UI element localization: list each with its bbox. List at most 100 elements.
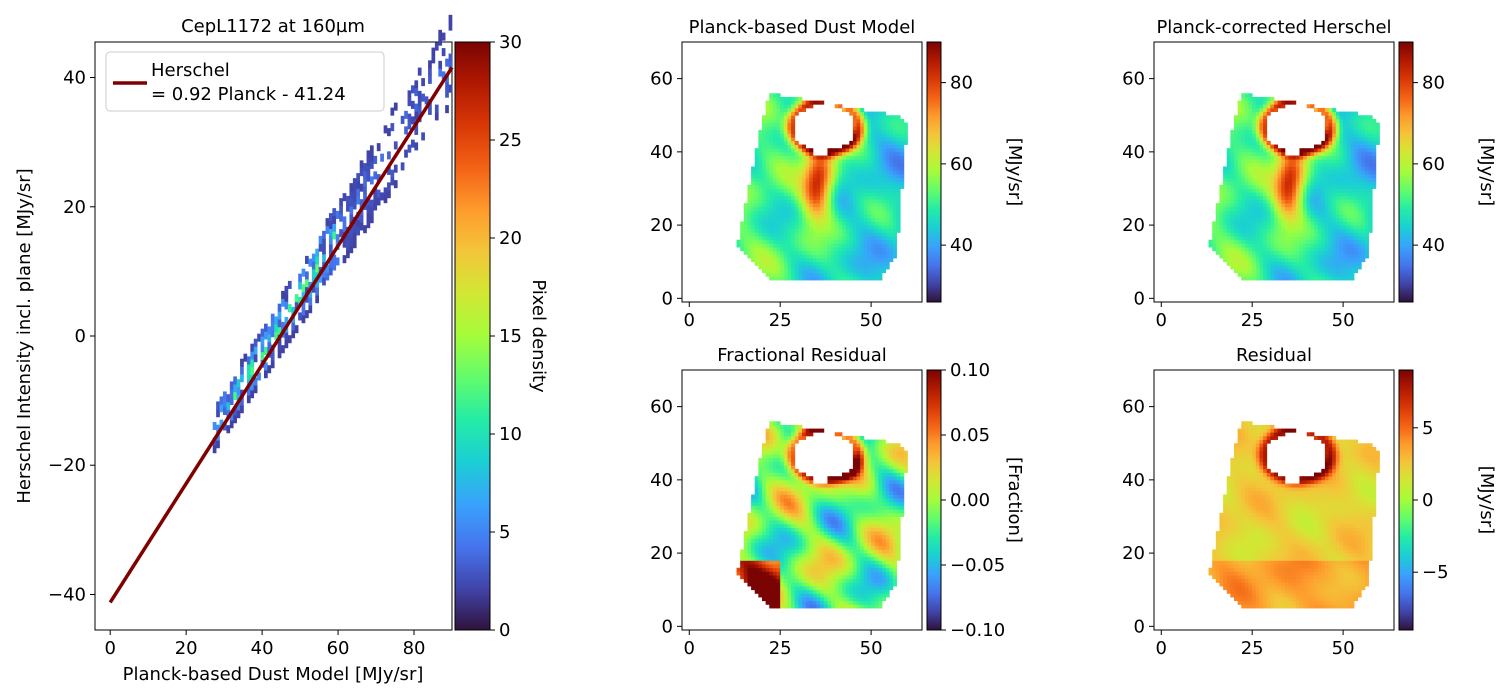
map-pixel — [1270, 104, 1275, 109]
map-pixel — [751, 571, 756, 576]
map-pixel — [809, 170, 814, 175]
map-pixel — [772, 571, 777, 576]
map-pixel — [809, 254, 814, 259]
map-pixel — [1321, 217, 1326, 222]
density-cell — [308, 281, 313, 290]
map-pixel — [882, 265, 887, 270]
map-pixel — [831, 523, 836, 528]
map-pixel — [885, 243, 890, 248]
map-pixel — [1266, 269, 1271, 274]
density-cell — [376, 197, 381, 206]
map-pixel — [878, 162, 883, 167]
density-cell — [356, 188, 361, 197]
map-pixel — [783, 192, 788, 197]
map-pixel — [1248, 126, 1253, 131]
map-pixel — [1339, 126, 1344, 131]
map-pixel — [1354, 159, 1359, 164]
map-pixel — [765, 115, 770, 120]
map-pixel — [809, 538, 814, 543]
map-pixel — [776, 571, 781, 576]
map-pixel — [823, 597, 828, 602]
map-pixel — [1255, 258, 1260, 263]
map-pixel — [1339, 243, 1344, 248]
map-pixel — [1372, 133, 1377, 138]
map-pixel — [816, 210, 821, 215]
map-pixel — [1343, 159, 1348, 164]
map-pixel — [772, 173, 777, 178]
map-pixel — [1288, 232, 1293, 237]
map-pixel — [1255, 269, 1260, 274]
density-cell — [407, 98, 412, 107]
density-cell — [428, 106, 432, 115]
map-pixel — [867, 276, 872, 281]
map-pixel — [794, 203, 799, 208]
map-pixel — [820, 195, 825, 200]
map-pixel — [816, 545, 821, 550]
map-pixel — [1343, 151, 1348, 156]
map-pixel — [1368, 170, 1373, 175]
map-pixel — [1339, 188, 1344, 193]
map-pixel — [1295, 159, 1300, 164]
map-pixel — [754, 232, 759, 237]
map-pixel — [802, 214, 807, 219]
map-pixel — [1346, 115, 1351, 120]
map-pixel — [831, 173, 836, 178]
density-cell — [301, 315, 306, 324]
map-pixel — [787, 490, 792, 495]
map-pixel — [805, 155, 810, 160]
map-pixel — [783, 115, 788, 120]
map-pixel — [1263, 173, 1268, 178]
map-pixel — [762, 129, 767, 134]
map-pixel — [765, 239, 770, 244]
map-pixel — [1263, 137, 1268, 142]
map-pixel — [802, 542, 807, 547]
map-pixel — [1277, 166, 1282, 171]
map-pixel — [809, 483, 814, 488]
map-pixel — [1237, 250, 1242, 255]
density-cell — [222, 399, 227, 408]
map-pixel — [867, 261, 872, 266]
map-pixel — [776, 192, 781, 197]
map-pixel — [1226, 247, 1231, 252]
map-pixel — [1328, 239, 1333, 244]
map-pixel — [791, 428, 796, 433]
map-pixel — [823, 247, 828, 252]
map-pixel — [1321, 243, 1326, 248]
x-tick-label: 20 — [175, 638, 198, 659]
map-pixel — [1292, 254, 1297, 259]
map-pixel — [885, 261, 890, 266]
map-pixel — [827, 258, 832, 263]
map-pixel — [758, 509, 763, 514]
map-pixel — [1364, 188, 1369, 193]
map-pixel — [758, 206, 763, 211]
map-pixel — [765, 553, 770, 558]
density-pixels — [212, 14, 453, 454]
map-pixel — [1346, 188, 1351, 193]
map-pixel — [1335, 137, 1340, 142]
map-pixel — [896, 206, 901, 211]
map-pixel — [787, 457, 792, 462]
map-pixel — [823, 166, 828, 171]
map-pixel — [769, 531, 774, 536]
map-pixel — [852, 250, 857, 255]
map-pixel — [794, 487, 799, 492]
map-pixel — [1339, 184, 1344, 189]
map-pixel — [816, 199, 821, 204]
map-pixel — [780, 527, 785, 532]
density-cell — [332, 208, 337, 217]
density-cell — [274, 324, 278, 333]
map-pixel — [754, 210, 759, 215]
map-pixel — [743, 578, 748, 583]
map-pixel — [758, 468, 763, 473]
map-pixel — [805, 578, 810, 583]
map-pixel — [823, 549, 828, 554]
map-pixel — [1364, 166, 1369, 171]
map-pixel — [787, 199, 792, 204]
map-pixel — [1274, 217, 1279, 222]
map-pixel — [892, 155, 897, 160]
map-pixel — [783, 457, 788, 462]
map-pixel — [769, 166, 774, 171]
map-pixel — [1332, 107, 1337, 112]
map-pixel — [769, 600, 774, 605]
map-pixel — [834, 104, 839, 109]
